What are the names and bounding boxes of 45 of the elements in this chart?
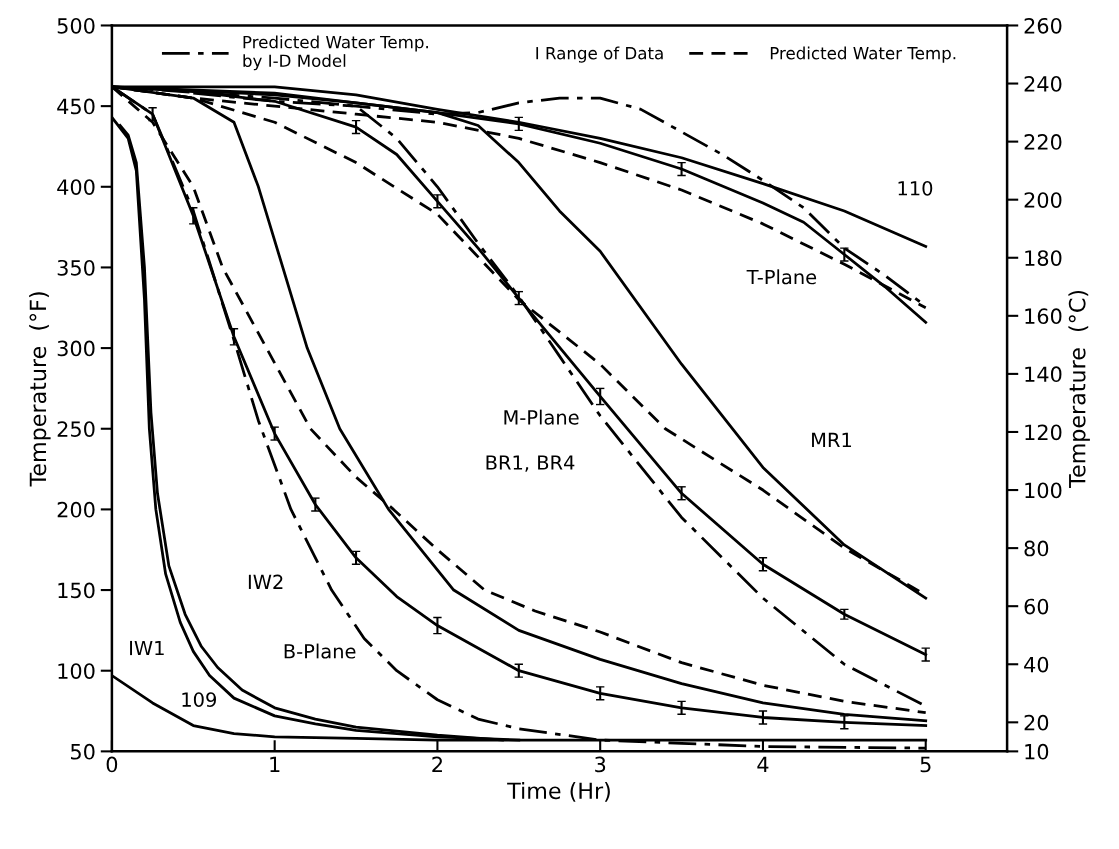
annotation: 110 — [898, 180, 933, 196]
y-tick-label: 150 — [58, 582, 95, 599]
y2-tick-label: 10 — [1025, 743, 1049, 760]
y2-tick-label: 100 — [1025, 482, 1062, 499]
y2-tick-label: 260 — [1024, 17, 1062, 34]
x-tick-label: 5 — [920, 756, 931, 773]
y2-tick-label: 160 — [1025, 308, 1062, 325]
y-tick-label: 100 — [58, 663, 95, 679]
legend-label: Predicted Water Temp. — [770, 46, 956, 63]
y2-tick-label: 20 — [1024, 714, 1049, 731]
annotation: T-Plane — [746, 269, 817, 285]
annotation: 109 — [182, 692, 217, 707]
y2-tick-label: 220 — [1024, 134, 1062, 150]
y2-tick-label: 120 — [1025, 424, 1062, 441]
y2-tick-label: 60 — [1024, 598, 1049, 615]
annotation: B-Plane — [284, 643, 356, 659]
y2-tick-label: 200 — [1024, 192, 1062, 208]
x-tick-label: 0 — [106, 756, 118, 773]
x-tick-label: 4 — [757, 756, 769, 773]
x-axis-title: Time (Hr) — [507, 781, 610, 802]
y-tick-label: 250 — [57, 421, 95, 437]
annotation: I Range of Data — [536, 46, 663, 63]
x-tick-label: 1 — [270, 756, 280, 773]
y-axis-title: Temperature (°F) — [29, 292, 51, 487]
y2-tick-label: 140 — [1025, 366, 1062, 383]
annotation: M-Plane — [504, 409, 579, 425]
y-tick-label: 400 — [57, 179, 95, 195]
legend-label: Predicted Water Temp. by I-D Model — [243, 35, 428, 71]
x-tick-label: 2 — [432, 756, 442, 773]
y-tick-label: 450 — [57, 98, 95, 115]
y-tick-label: 50 — [71, 743, 95, 760]
annotation: IW2 — [248, 574, 283, 589]
y-tick-label: 350 — [57, 259, 95, 276]
y-tick-label: 300 — [57, 340, 95, 357]
y2-tick-label: 240 — [1024, 75, 1062, 92]
y2-tick-label: 180 — [1025, 250, 1062, 266]
annotation: BR1, BR4 — [486, 455, 575, 472]
annotation: IW1 — [130, 640, 164, 656]
x-tick-label: 3 — [595, 756, 606, 773]
y2-axis-title: Temperature (°C) — [1068, 290, 1090, 488]
y-tick-label: 200 — [57, 501, 95, 518]
y2-tick-label: 80 — [1024, 540, 1049, 557]
y2-tick-label: 40 — [1024, 656, 1049, 673]
annotation: MR1 — [812, 432, 852, 448]
y-tick-label: 500 — [57, 17, 95, 34]
